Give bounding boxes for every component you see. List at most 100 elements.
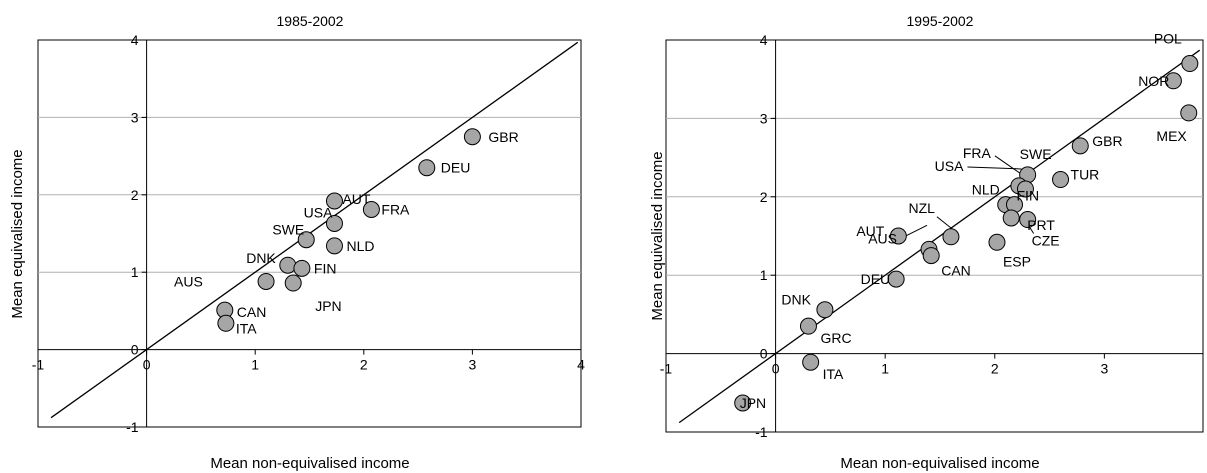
data-point-aut (325, 192, 343, 210)
point-label: SWE (1020, 146, 1052, 162)
point-label: JPN (740, 395, 766, 411)
data-point-usa (1016, 180, 1034, 198)
x-tick-label: 1 (881, 361, 889, 377)
data-point-ita (217, 314, 235, 332)
x-axis-label: Mean non-equivalised income (840, 455, 1039, 472)
data-point-gbr (1071, 137, 1089, 155)
x-tick-label: 0 (143, 357, 151, 373)
y-tick-label: 3 (760, 110, 768, 126)
data-point-ita (802, 353, 820, 371)
data-point-nor (1164, 72, 1182, 90)
point-label: GBR (488, 129, 518, 145)
point-label: NLD (972, 182, 1000, 198)
data-point-aus (257, 272, 275, 290)
data-point-nzl (942, 228, 960, 246)
data-point-tur (1052, 171, 1070, 189)
point-label: AUS (868, 230, 897, 246)
point-label: NOR (1138, 73, 1169, 89)
leader-line (967, 166, 1022, 170)
y-axis-label: Mean equivalised income (9, 149, 26, 318)
point-label: NZL (908, 200, 935, 216)
data-point-usa (325, 214, 343, 232)
point-label: POL (1154, 31, 1182, 47)
y-tick-label: 1 (131, 264, 139, 280)
point-label: USA (304, 204, 333, 220)
point-label: AUS (174, 273, 203, 289)
x-tick-label: -1 (32, 357, 45, 373)
point-label: MEX (1156, 128, 1187, 144)
y-tick-label: 0 (131, 342, 139, 358)
leader-line (994, 155, 1022, 175)
data-point-jpn (734, 394, 752, 412)
point-label: USA (935, 158, 964, 174)
point-label: CAN (941, 263, 971, 279)
data-point-can (922, 247, 940, 265)
data-point-cze (1019, 211, 1037, 229)
point-label: DNK (781, 292, 811, 308)
reference-line (50, 41, 579, 419)
x-tick-label: -1 (660, 361, 673, 377)
x-tick-label: 3 (469, 357, 477, 373)
point-label: TUR (1071, 167, 1100, 183)
y-tick-label: 2 (760, 189, 768, 205)
point-label: NLD (346, 238, 374, 254)
point-label: SWE (272, 222, 304, 238)
y-tick-label: 4 (760, 32, 768, 48)
y-tick-label: -1 (126, 419, 139, 435)
point-label: ESP (1003, 253, 1031, 269)
y-tick-label: 1 (760, 267, 768, 283)
x-axis-label: Mean non-equivalised income (210, 455, 409, 472)
data-point-prt (1002, 209, 1020, 227)
point-label: AUT (856, 223, 884, 239)
point-label: FRA (963, 145, 992, 161)
point-label: FIN (1017, 188, 1040, 204)
x-tick-label: 2 (991, 361, 999, 377)
data-point-mex (1180, 104, 1198, 122)
point-label: ITA (823, 366, 844, 382)
x-tick-label: 0 (772, 361, 780, 377)
point-label: FIN (314, 260, 337, 276)
data-point-nld (325, 237, 343, 255)
point-label: GRC (820, 330, 851, 346)
x-tick-label: 1 (251, 357, 259, 373)
y-tick-label: 2 (131, 187, 139, 203)
data-point-swe (297, 231, 315, 249)
point-label: ITA (236, 320, 257, 336)
chart-title: 1985-2002 (277, 13, 344, 29)
reference-line (678, 49, 1201, 424)
point-label: DNK (246, 250, 276, 266)
plot-frame (37, 39, 582, 428)
chart-title: 1995-2002 (907, 13, 974, 29)
x-tick-label: 4 (577, 357, 585, 373)
plot-frame (665, 39, 1204, 433)
point-label: FRA (381, 202, 410, 218)
data-point-dnk (816, 301, 834, 319)
x-tick-label: 2 (360, 357, 368, 373)
y-tick-label: 0 (760, 346, 768, 362)
data-point-dnk (279, 256, 297, 274)
point-label: GBR (1092, 133, 1122, 149)
point-label: DEU (861, 271, 891, 287)
y-tick-label: 3 (131, 109, 139, 125)
point-label: CAN (237, 304, 267, 320)
y-tick-label: 4 (131, 32, 139, 48)
data-point-deu (887, 270, 905, 288)
point-label: DEU (441, 160, 471, 176)
point-label: JPN (315, 298, 341, 314)
data-point-gbr (463, 128, 481, 146)
data-point-fin (293, 259, 311, 277)
y-tick-label: -1 (755, 424, 768, 440)
data-point-grc (799, 317, 817, 335)
data-point-fra (362, 201, 380, 219)
data-point-pol (1181, 55, 1199, 73)
data-point-jpn (284, 274, 302, 292)
point-label: AUT (342, 191, 370, 207)
data-point-aut (889, 227, 907, 245)
y-axis-label: Mean equivalised income (649, 151, 666, 320)
data-point-esp (988, 233, 1006, 251)
data-point-deu (418, 159, 436, 177)
point-label: CZE (1032, 233, 1060, 249)
point-label: PRT (1027, 217, 1055, 233)
